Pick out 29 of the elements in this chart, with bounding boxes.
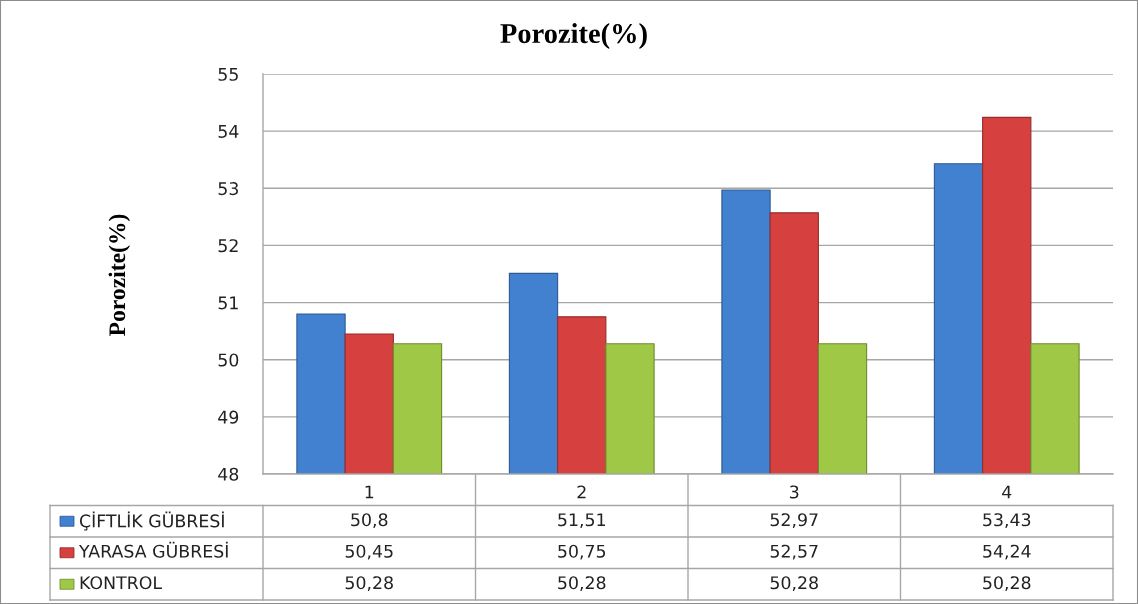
x-tick-label: 1 — [365, 485, 374, 499]
data-label: 50,28 — [770, 576, 818, 592]
y-tick-label: 52 — [218, 239, 238, 253]
y-tick-label: 48 — [218, 467, 239, 481]
data-label: 50,28 — [345, 576, 393, 592]
data-label: 53,43 — [983, 513, 1031, 529]
legend-label: KONTROL — [80, 576, 162, 590]
data-label: 52,57 — [770, 544, 818, 560]
legend-label: YARASA GÜBRESİ — [78, 541, 228, 558]
y-tick-label: 55 — [218, 67, 238, 81]
y-tick-label: 54 — [218, 125, 239, 138]
data-label: 50,8 — [351, 513, 388, 529]
data-label: 50,28 — [558, 576, 606, 592]
data-label: 50,45 — [345, 544, 393, 560]
y-tick-label: 50 — [218, 353, 239, 367]
data-label: 52,97 — [770, 513, 818, 529]
x-tick-label: 2 — [577, 485, 586, 499]
chart-title: Porozite(%) — [500, 23, 647, 49]
x-tick-label: 4 — [1002, 485, 1012, 499]
data-label: 50,75 — [558, 544, 606, 560]
y-tick-label: 49 — [218, 410, 239, 424]
data-label: 54,24 — [983, 544, 1031, 560]
legend-label: ÇİFTLİK GÜBRESİ — [79, 511, 224, 531]
y-tick-label: 51 — [218, 296, 238, 310]
y-tick-label: 53 — [218, 182, 238, 196]
data-label: 51,51 — [558, 513, 605, 529]
y-axis-title: Porozite(%) — [108, 214, 130, 337]
data-label: 50,28 — [983, 576, 1031, 592]
x-tick-label: 3 — [790, 485, 799, 499]
